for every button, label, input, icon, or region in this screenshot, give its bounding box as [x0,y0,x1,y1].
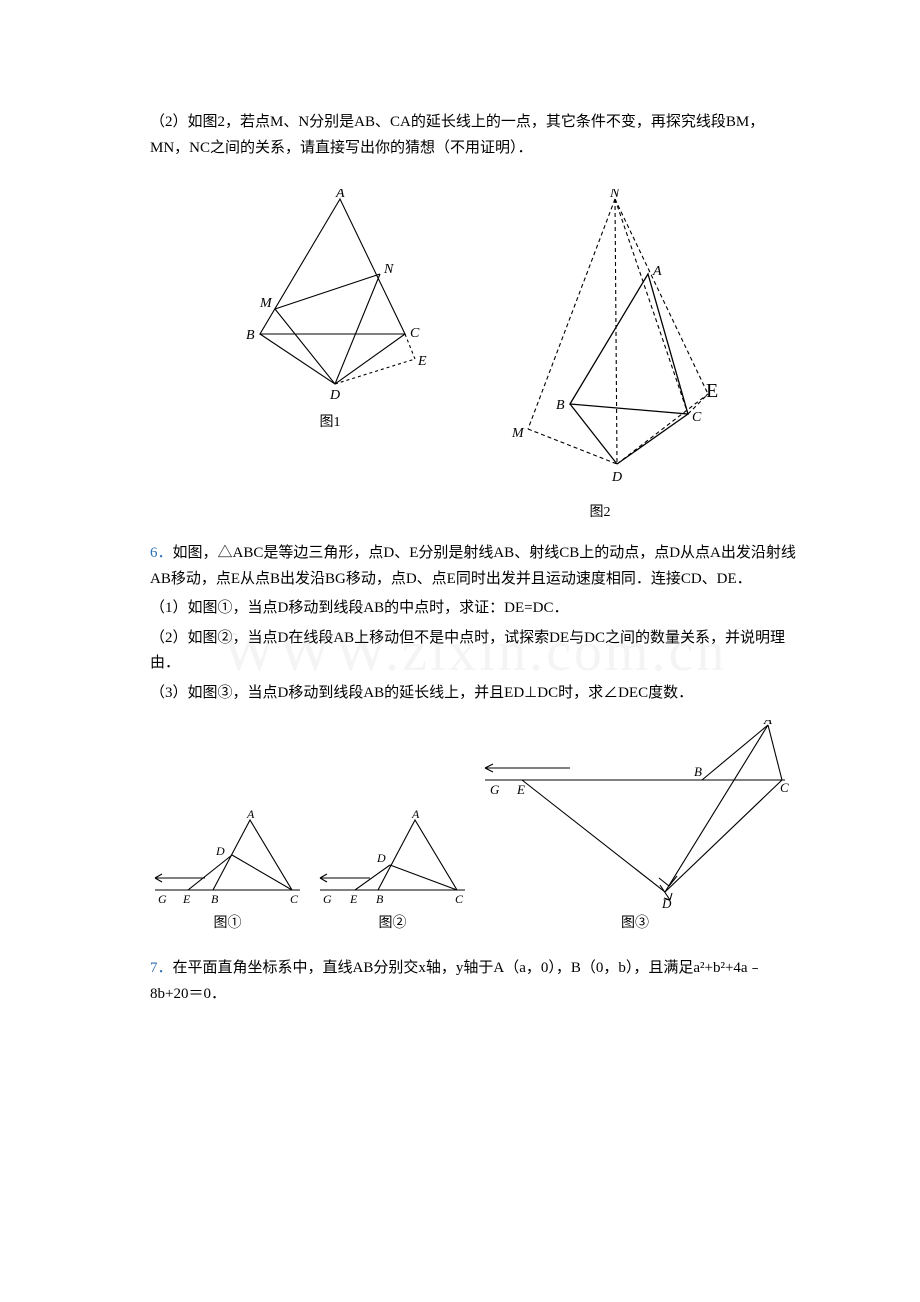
svg-text:E: E [182,892,191,906]
label-A: A [335,189,345,201]
question-6-part-2: （2）如图②，当点D在线段AB上移动但不是中点时，试探索DE与DC之间的数量关系… [150,626,800,677]
label-D2: D [611,470,622,485]
svg-text:A: A [763,720,772,727]
q7-text: 在平面直角坐标系中，直线AB分别交x轴，y轴于A（a，0），B（0，b），且满足… [150,960,763,1002]
figure-2-label: 图2 [470,501,730,521]
question-7: 7．在平面直角坐标系中，直线AB分别交x轴，y轴于A（a，0），B（0，b），且… [150,956,800,1007]
label-B2: B [556,398,565,413]
svg-text:E: E [349,892,358,906]
svg-text:D: D [661,896,672,910]
label-M: M [259,296,273,311]
figure-1-wrap: A M N B C D E 图1 [220,189,440,521]
question-6-part-3: （3）如图③，当点D移动到线段AB的延长线上，并且ED⊥DC时，求∠DEC度数． [150,681,800,707]
svg-text:C: C [780,780,789,795]
figure-b: A D B C E G [315,810,470,910]
figure-a-wrap: A D B C E G 图① [150,810,305,932]
figure-c-label: 图③ [480,912,790,932]
figure-1: A M N B C D E [220,189,440,409]
label-N: N [383,262,394,277]
label-E: E [417,354,427,369]
svg-text:C: C [455,892,464,906]
figure-c-wrap: A B C D E G 图③ [480,720,790,932]
figure-2-wrap: N A B C M D E 图2 [470,189,730,521]
figure-2: N A B C M D E [470,189,730,499]
label-C: C [410,326,420,341]
figure-row-2: A D B C E G 图① [150,720,800,932]
q6-number: 6． [150,545,173,561]
label-B: B [246,328,255,343]
svg-text:D: D [215,844,225,858]
label-E2: E [706,380,718,402]
figure-row-1: A M N B C D E 图1 [150,189,800,521]
figure-c: A B C D E G [480,720,790,910]
q6-intro-text: 如图，△ABC是等边三角形，点D、E分别是射线AB、射线CB上的动点，点D从点A… [150,545,796,587]
q7-number: 7． [150,960,173,976]
svg-text:C: C [290,892,299,906]
figure-1-label: 图1 [220,411,440,431]
label-M2: M [511,426,525,441]
question-6-part-2-wrap: （2）如图②，当点D在线段AB上移动但不是中点时，试探索DE与DC之间的数量关系… [150,626,800,677]
svg-text:G: G [490,782,500,797]
label-N2: N [609,189,620,201]
question-6-intro: 6．如图，△ABC是等边三角形，点D、E分别是射线AB、射线CB上的动点，点D从… [150,541,800,592]
page: （2）如图2，若点M、N分别是AB、CA的延长线上的一点，其它条件不变，再探究线… [0,0,920,1071]
figure-a: A D B C E G [150,810,305,910]
question-5-part-2: （2）如图2，若点M、N分别是AB、CA的延长线上的一点，其它条件不变，再探究线… [150,110,800,161]
svg-text:D: D [376,851,386,865]
question-6-part-1: （1）如图①，当点D移动到线段AB的中点时，求证：DE=DC． [150,596,800,622]
svg-text:G: G [323,892,332,906]
label-A2: A [652,264,662,279]
figure-a-label: 图① [150,912,305,932]
svg-text:B: B [376,892,384,906]
label-D: D [329,388,340,403]
svg-text:G: G [158,892,167,906]
figure-b-wrap: A D B C E G 图② [315,810,470,932]
svg-text:A: A [411,810,420,821]
label-C2: C [692,410,702,425]
svg-text:B: B [211,892,219,906]
figure-b-label: 图② [315,912,470,932]
svg-text:A: A [246,810,255,821]
svg-text:B: B [694,764,702,779]
svg-text:E: E [516,782,525,797]
